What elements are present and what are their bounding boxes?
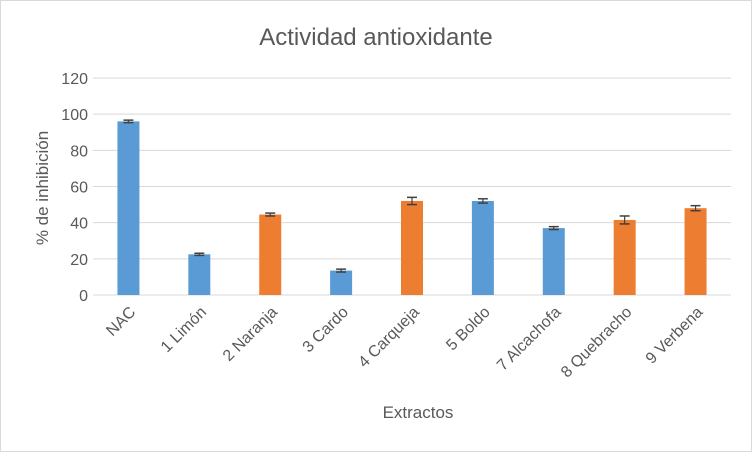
x-tick-label: 9 Verbena [643,304,707,368]
y-tick-label: 80 [70,143,88,160]
x-tick-label: 5 Boldo [443,304,493,354]
x-tick-label: 8 Quebracho [558,304,636,382]
x-tick-label: 3 Cardo [300,304,352,356]
bar [117,121,140,296]
bars [117,121,707,296]
error-bar [619,215,630,225]
y-tick-label: 120 [61,71,88,88]
bar [401,200,423,295]
bar [542,228,565,295]
bar [613,219,636,295]
x-tick-label: 4 Carqueja [355,304,422,371]
error-bar [407,196,417,206]
error-bars [123,119,701,273]
error-bar [690,204,701,212]
bar [188,254,211,295]
error-bar [265,212,276,217]
x-tick-label: 2 Naranja [220,304,281,365]
error-bar [336,268,347,273]
error-bar [548,225,559,231]
error-bar [194,252,205,257]
x-tick-label: NAC [103,304,139,340]
chart-title: Actividad antioxidante [259,24,492,51]
bar [330,270,353,295]
y-axis-label: % de inhibición [33,131,52,245]
y-axis-ticks: 0 20 40 60 80 100 120 [61,71,88,305]
bar [684,208,707,295]
y-tick-label: 20 [70,252,88,269]
x-tick-label: 7 Alcachofa [494,304,565,375]
error-bar [477,198,488,204]
x-axis-label: Extractos [383,403,454,422]
x-tick-label: 1 Limón [158,304,210,356]
y-tick-label: 100 [61,107,88,124]
bar [471,200,494,295]
y-tick-label: 40 [70,216,88,233]
bar [259,214,282,295]
y-tick-label: 60 [70,180,88,197]
error-bar [123,119,134,124]
x-axis-ticks: NAC 1 Limón 2 Naranja 3 Cardo 4 Carqueja 5 Bo… [103,304,706,382]
y-tick-label: 0 [79,288,88,305]
